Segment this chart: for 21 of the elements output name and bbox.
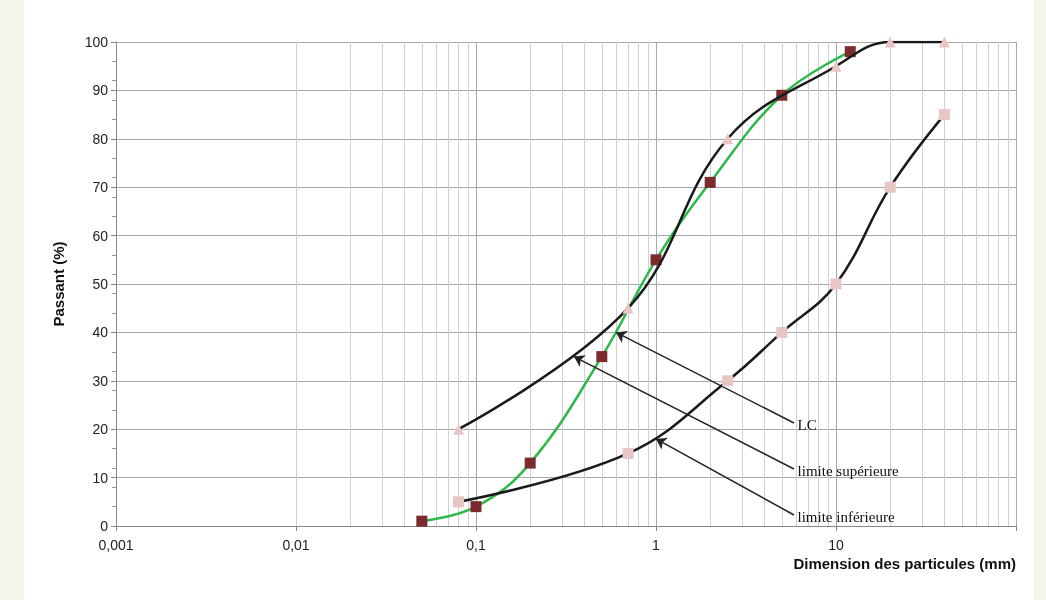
y-tick-label: 10 [92,469,109,486]
annotation: limite supérieure [797,462,900,479]
x-tick-label: 0,1 [466,537,486,553]
x-tick-label: 0,01 [282,537,310,553]
y-tick-label: 20 [92,421,109,438]
y-tick-label: 60 [92,227,109,244]
y-tick-label: 40 [92,324,109,341]
x-tick-label: 10 [828,537,844,553]
x-axis-title: Dimension des particules (mm) [793,555,1016,572]
annotation: limite inférieure [797,508,895,525]
annotation: LC [797,416,817,433]
y-axis-title: Passant (%) [50,241,67,327]
y-tick-label: 90 [92,82,109,99]
y-tick-label: 80 [92,130,109,147]
x-tick-label: 0,001 [98,537,134,553]
y-tick-label: 100 [84,34,109,50]
y-tick-label: 70 [92,179,109,196]
y-tick-label: 0 [100,518,109,534]
x-tick-label: 1 [652,537,661,553]
y-tick-label: 30 [92,372,109,389]
y-tick-label: 50 [92,276,109,292]
